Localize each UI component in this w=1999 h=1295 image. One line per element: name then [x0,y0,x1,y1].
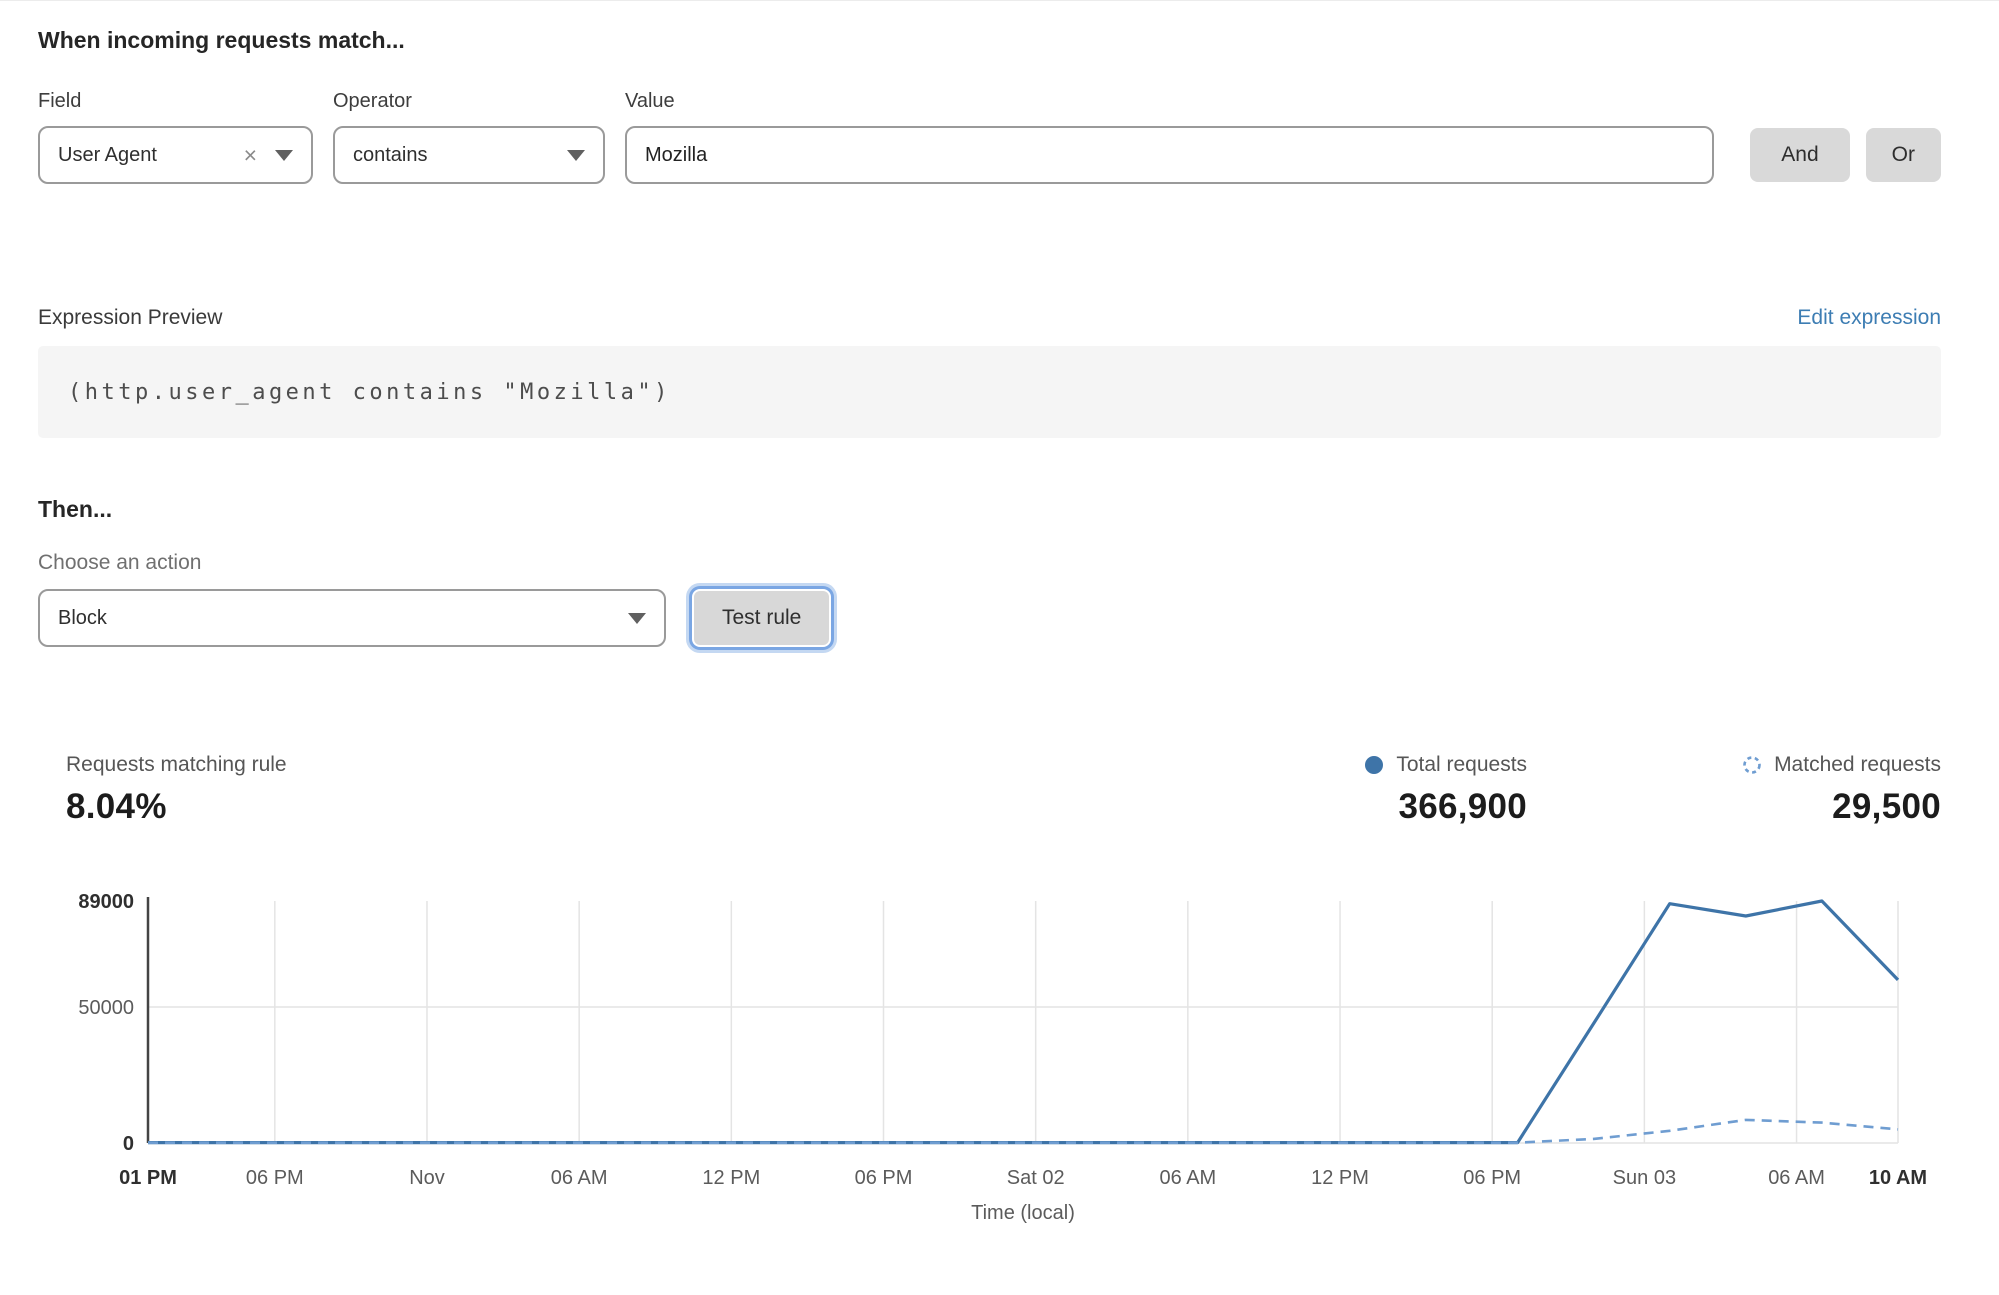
svg-text:0: 0 [123,1133,134,1155]
svg-text:06 AM: 06 AM [1160,1167,1217,1189]
field-select[interactable]: User Agent × [38,126,313,184]
svg-text:12 PM: 12 PM [702,1167,760,1189]
dashed-circle-icon [1742,755,1762,775]
matched-requests-label: Matched requests [1774,753,1941,776]
expression-header: Expression Preview Edit expression [38,306,1941,330]
or-button[interactable]: Or [1865,128,1941,182]
chevron-down-icon [628,612,646,624]
stats-row: Requests matching rule 8.04% Total reque… [38,753,1941,827]
svg-text:06 AM: 06 AM [1768,1167,1825,1189]
chevron-down-icon [567,149,585,161]
solid-dot-icon [1364,755,1384,775]
test-rule-button[interactable]: Test rule [694,591,830,645]
action-row: Block Test rule [38,589,1941,647]
chevron-down-icon [275,149,293,161]
expression-preview-label: Expression Preview [38,306,223,329]
action-select-value: Block [58,606,107,629]
svg-text:06 AM: 06 AM [551,1167,608,1189]
matched-requests-stat: Matched requests 29,500 [1742,753,1941,827]
requests-chart: 0 50000 89000 01 PM 06 PM Nov 06 AM 12 PM 06 PM S… [38,879,1941,1227]
svg-text:06 PM: 06 PM [1463,1167,1521,1189]
expression-code-block: (http.user_agent contains "Mozilla") [38,346,1941,438]
requests-matching-stat: Requests matching rule 8.04% [66,753,287,827]
clear-field-icon[interactable]: × [243,141,257,168]
edit-expression-link[interactable]: Edit expression [1797,306,1941,329]
total-requests-label: Total requests [1396,753,1528,776]
svg-text:Sat 02: Sat 02 [1007,1167,1065,1189]
svg-text:Nov: Nov [409,1167,445,1189]
svg-text:Sun 03: Sun 03 [1613,1167,1676,1189]
svg-text:Time (local): Time (local) [971,1202,1075,1224]
field-label: Field [38,90,82,112]
choose-action-label: Choose an action [38,551,202,574]
total-requests-stat: Total requests 366,900 [1364,753,1527,827]
svg-text:06 PM: 06 PM [855,1167,913,1189]
page-title: When incoming requests match... [38,27,405,53]
matched-requests-value: 29,500 [1832,787,1941,826]
svg-text:01 PM: 01 PM [119,1167,177,1189]
requests-chart-svg: 0 50000 89000 01 PM 06 PM Nov 06 AM 12 PM 06 PM S… [78,891,1927,1224]
total-requests-value: 366,900 [1398,787,1528,826]
svg-text:06 PM: 06 PM [246,1167,304,1189]
requests-matching-value: 8.04% [66,787,167,826]
action-select[interactable]: Block [38,589,666,647]
expression-code: (http.user_agent contains "Mozilla") [68,379,671,405]
value-input[interactable] [625,126,1715,184]
operator-select-value: contains [353,143,428,166]
connector-buttons: And Or [1750,128,1941,182]
and-button[interactable]: And [1750,128,1850,182]
svg-text:89000: 89000 [78,891,134,913]
rule-builder-page: When incoming requests match... Field Us… [0,1,1999,1227]
condition-row: Field User Agent × Operator contains Val… [38,90,1941,184]
operator-select[interactable]: contains [333,126,605,184]
requests-matching-label: Requests matching rule [66,753,287,776]
then-heading: Then... [38,496,113,522]
svg-text:12 PM: 12 PM [1311,1167,1369,1189]
svg-text:50000: 50000 [78,997,134,1019]
field-select-value: User Agent [58,143,157,166]
value-label: Value [625,90,675,112]
operator-label: Operator [333,90,412,112]
svg-text:10 AM: 10 AM [1869,1167,1927,1189]
